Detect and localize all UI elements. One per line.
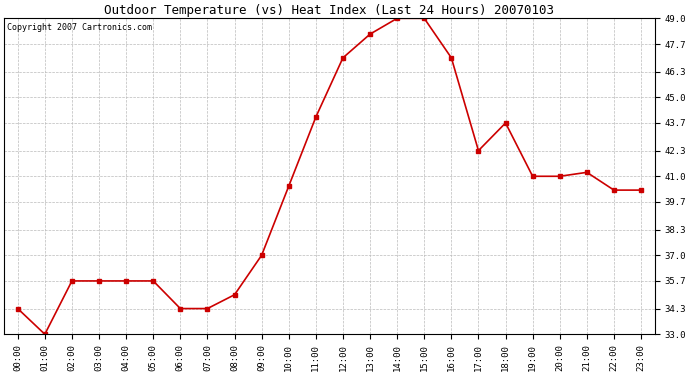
Title: Outdoor Temperature (vs) Heat Index (Last 24 Hours) 20070103: Outdoor Temperature (vs) Heat Index (Las… bbox=[104, 4, 554, 17]
Text: Copyright 2007 Cartronics.com: Copyright 2007 Cartronics.com bbox=[8, 23, 152, 32]
